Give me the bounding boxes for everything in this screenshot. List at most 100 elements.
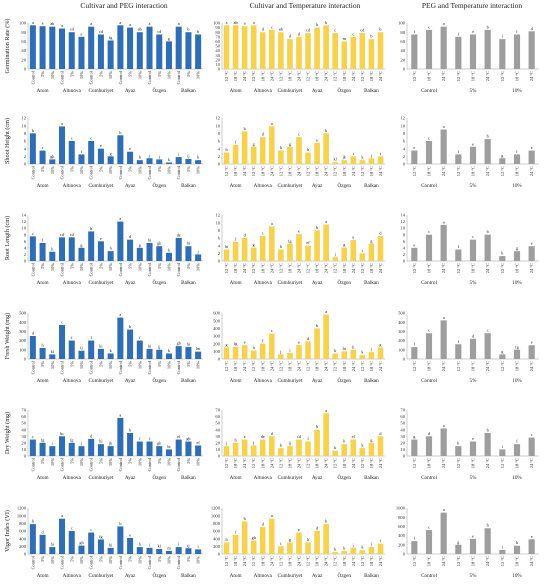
bar-letter-label: de <box>261 434 265 439</box>
bar-letter-label: c <box>428 328 430 333</box>
y-tick-label: 600 <box>19 529 27 534</box>
bar-letter-label: a <box>178 21 180 26</box>
panel-vigor-temp: 0 200 400 600 800 1000 1200 h 12 °C f 18 °C b 24 °C g… <box>211 506 385 579</box>
bar-letter-label: gh <box>157 441 162 446</box>
bar <box>377 156 384 164</box>
bar <box>513 251 521 261</box>
bar-letter-label: fg <box>70 437 74 442</box>
y-tick-label: 70 <box>400 408 405 413</box>
group-label: Özgen <box>152 182 166 189</box>
bar-letter-label: kl <box>334 157 338 162</box>
x-tick-label: 5% <box>186 361 191 367</box>
bar-letter-label: b <box>32 128 34 133</box>
bar <box>469 538 477 554</box>
group-label: Ayaz <box>125 378 136 384</box>
x-tick-label: 24 °C <box>441 361 446 371</box>
bar <box>97 539 104 554</box>
y-tick-label: 8 <box>403 232 406 237</box>
x-tick-label: 10% <box>166 458 171 466</box>
y-tick-label: 40 <box>400 48 405 53</box>
y-tick-label: 100 <box>213 349 221 354</box>
group-label: Cumhuriyet <box>278 475 303 481</box>
bar-letter-label: j <box>279 349 281 354</box>
bar <box>165 162 172 164</box>
bar-letter-label: j <box>80 441 82 446</box>
bar <box>241 26 248 69</box>
x-tick-label: 10% <box>108 166 113 174</box>
x-tick-label: 5% <box>69 458 74 464</box>
y-tick-label: 10 <box>21 226 26 231</box>
x-tick-label: 12 °C <box>306 263 311 273</box>
group-label: Ayaz <box>312 378 323 384</box>
x-tick-label: 5% <box>186 556 191 562</box>
x-tick-label: 12 °C <box>412 166 417 176</box>
bar <box>49 547 56 554</box>
y-tick-label: 70 <box>21 408 26 413</box>
x-tick-label: 24 °C <box>324 361 329 371</box>
x-tick-label: 18 °C <box>233 556 238 566</box>
x-tick-label: 12 °C <box>456 263 461 273</box>
x-tick-label: 18 °C <box>315 166 320 176</box>
bar <box>513 444 521 456</box>
bar-letter-label: fg <box>288 238 292 243</box>
bar-letter-label: g <box>501 349 504 354</box>
bar <box>232 25 239 69</box>
bar-letter-label: j <box>252 440 254 445</box>
bar-letter-label: d <box>90 433 93 438</box>
bar-letter-label: c <box>428 24 430 29</box>
bar <box>440 428 447 456</box>
x-tick-label: 24 °C <box>441 71 446 81</box>
bar <box>107 156 114 164</box>
x-tick-label: 18 °C <box>342 458 347 468</box>
bar <box>377 543 384 554</box>
x-tick-label: Control <box>60 165 65 179</box>
y-tick-label: 30 <box>215 53 220 58</box>
bar <box>165 449 172 456</box>
x-tick-label: 12 °C <box>333 361 338 371</box>
bar-letter-label: d <box>42 529 45 534</box>
group-label: Atom <box>230 573 242 579</box>
y-tick-label: 2 <box>218 251 221 256</box>
y-tick-label: 80 <box>400 30 405 35</box>
bar <box>185 32 192 69</box>
x-tick-label: 5% <box>186 166 191 172</box>
bar-letter-label: b <box>325 20 327 25</box>
bar-letter-label: e <box>472 533 474 538</box>
bar-letter-label: e <box>352 234 354 239</box>
x-tick-label: Control <box>30 457 35 471</box>
bar <box>223 542 230 554</box>
bar-letter-label: cd <box>360 28 365 33</box>
bar <box>528 246 535 261</box>
y-tick-label: 4 <box>403 245 406 250</box>
bar-letter-label: cd <box>157 29 162 34</box>
y-tick-label: 20 <box>21 57 26 62</box>
x-tick-label: Control <box>147 70 152 84</box>
bar <box>49 159 56 164</box>
x-tick-label: 5% <box>157 556 162 562</box>
x-tick-label: 24 °C <box>324 71 329 81</box>
bar <box>484 333 491 359</box>
bar-letter-label: f <box>516 149 518 154</box>
bar-letter-label: j <box>352 542 354 547</box>
bar-letter-label: e <box>129 146 131 151</box>
bar <box>268 126 275 164</box>
bar-letter-label: i <box>149 542 151 547</box>
group-label: Altınova <box>63 378 82 384</box>
y-tick-label: 40 <box>21 48 26 53</box>
x-tick-label: 10% <box>108 71 113 79</box>
y-tick-label: 0 <box>218 357 221 362</box>
bar-letter-label: e <box>244 434 246 439</box>
y-tick-label: 0 <box>218 259 221 264</box>
bar <box>323 224 329 261</box>
bar <box>88 26 95 69</box>
bar-letter-label: f <box>414 536 416 541</box>
x-tick-label: 24 °C <box>269 556 274 566</box>
bar <box>305 441 311 456</box>
bar <box>127 151 134 164</box>
x-tick-label: Control <box>60 457 65 471</box>
group-label: 10% <box>512 475 522 481</box>
x-tick-label: Control <box>89 457 94 471</box>
bar <box>146 547 153 554</box>
bar-letter-label: ij <box>158 344 160 349</box>
